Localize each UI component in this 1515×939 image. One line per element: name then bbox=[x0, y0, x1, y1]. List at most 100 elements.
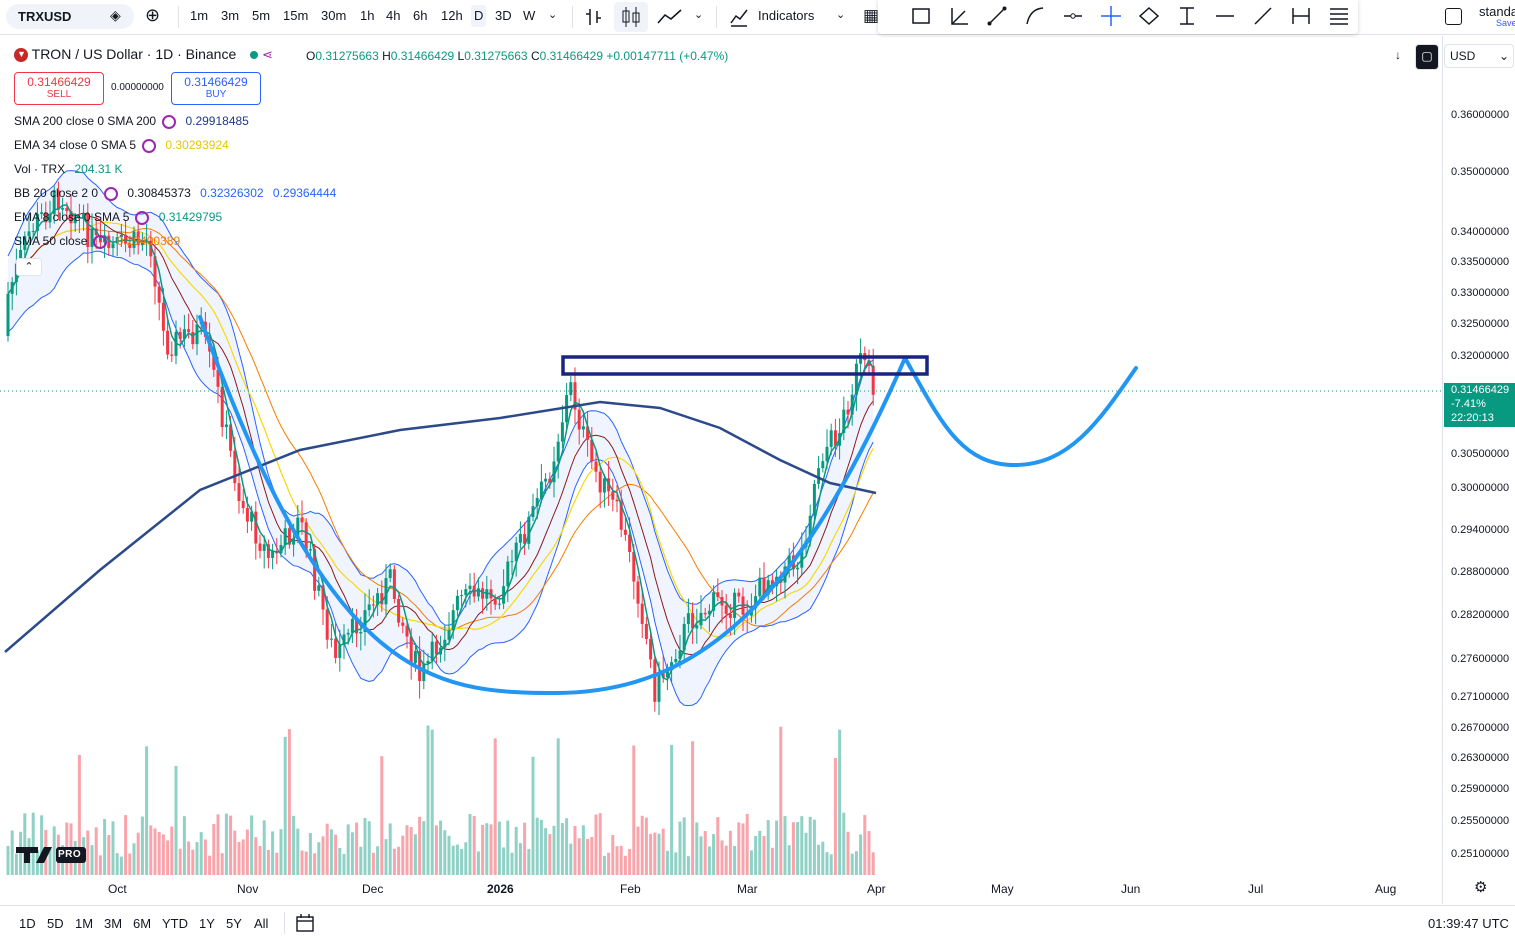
range-3m[interactable]: 3M bbox=[104, 916, 123, 931]
candle-body bbox=[107, 235, 111, 249]
chart-pane[interactable] bbox=[0, 36, 1442, 904]
candle-body bbox=[161, 302, 165, 331]
volume-bar bbox=[577, 838, 581, 875]
indicators-button[interactable]: Indicators bbox=[758, 8, 815, 23]
timeframe-1m[interactable]: 1m bbox=[190, 8, 209, 23]
add-symbol-icon[interactable]: ⊕ bbox=[145, 5, 161, 25]
volume-bar bbox=[350, 832, 354, 875]
candle-body bbox=[854, 363, 858, 395]
auto-scale-icon[interactable]: ▢ bbox=[1415, 44, 1439, 70]
timeframe-5m[interactable]: 5m bbox=[252, 8, 271, 23]
timeframe-4h[interactable]: 4h bbox=[386, 8, 401, 23]
layout-checkbox-icon[interactable] bbox=[1445, 8, 1462, 25]
volume-bar bbox=[775, 820, 779, 875]
volume-bar bbox=[86, 830, 90, 875]
volume-bar bbox=[573, 825, 577, 875]
sma-50-line bbox=[7, 227, 874, 632]
trend-line-tool-icon[interactable] bbox=[986, 5, 1008, 27]
candle-body bbox=[506, 561, 510, 587]
volume-bar bbox=[166, 840, 170, 875]
ellipse-tool-icon[interactable] bbox=[1138, 5, 1160, 27]
range-all[interactable]: All bbox=[254, 916, 269, 931]
candle-body bbox=[678, 650, 682, 660]
alert-diamond-icon[interactable]: ◈ bbox=[110, 7, 121, 23]
timeframe-3m[interactable]: 3m bbox=[221, 8, 240, 23]
range-1y[interactable]: 1Y bbox=[199, 916, 215, 931]
horizontal-line-tool-icon[interactable] bbox=[1214, 5, 1236, 27]
indicator-bollinger[interactable]: BB 20 close 2 0 0.30845373 0.32326302 0.… bbox=[14, 186, 337, 201]
range-6m[interactable]: 6M bbox=[133, 916, 152, 931]
volume-bar bbox=[245, 829, 249, 875]
range-ytd[interactable]: YTD bbox=[162, 916, 188, 931]
timeframe-6h[interactable]: 6h bbox=[413, 8, 428, 23]
ray-tool-icon[interactable] bbox=[1252, 5, 1274, 27]
menu-lines-icon[interactable] bbox=[1328, 5, 1350, 27]
timeframe-15m[interactable]: 15m bbox=[283, 8, 309, 23]
timeframe-30m[interactable]: 30m bbox=[321, 8, 347, 23]
crosshair-tool-icon[interactable] bbox=[1100, 5, 1122, 27]
collapse-legend-chevron-icon[interactable]: ⌃ bbox=[16, 258, 42, 276]
vertical-measure-tool-icon[interactable] bbox=[1176, 5, 1198, 27]
horizontal-ray-tool-icon[interactable] bbox=[1062, 5, 1084, 27]
price-axis[interactable] bbox=[1442, 36, 1515, 904]
timeframe-w[interactable]: W bbox=[523, 8, 536, 23]
range-5d[interactable]: 5D bbox=[47, 916, 64, 931]
rectangle-tool-icon[interactable] bbox=[910, 5, 932, 27]
volume-bar bbox=[94, 827, 98, 875]
date-range-tool-icon[interactable] bbox=[1290, 5, 1312, 27]
indicators-chevron-icon[interactable]: ⌄ bbox=[836, 9, 846, 21]
utc-clock[interactable]: 01:39:47 UTC bbox=[1428, 916, 1509, 931]
candle-body bbox=[397, 598, 401, 623]
settings-gear-icon[interactable]: ⚙ bbox=[1474, 879, 1488, 896]
range-5y[interactable]: 5Y bbox=[226, 916, 242, 931]
indicator-sma50[interactable]: SMA 50 close 0.29400389 bbox=[14, 234, 181, 249]
volume-bar bbox=[565, 818, 569, 875]
chart-type-chevron-icon[interactable]: ⌄ bbox=[694, 9, 704, 21]
timeframe-chevron-icon[interactable]: ⌄ bbox=[548, 9, 558, 21]
timeframe-d[interactable]: D bbox=[471, 5, 487, 27]
layout-name[interactable]: standa bbox=[1479, 4, 1515, 19]
refresh-icon[interactable] bbox=[142, 138, 157, 153]
curve-tool-icon[interactable] bbox=[1024, 5, 1046, 27]
cup-pattern-curve[interactable] bbox=[198, 315, 907, 696]
indicator-sma200[interactable]: SMA 200 close 0 SMA 200 0.29918485 bbox=[14, 114, 249, 129]
save-status[interactable]: Save bbox=[1496, 18, 1515, 28]
time-axis[interactable] bbox=[0, 876, 1442, 904]
symbol-title[interactable]: TRON / US Dollar · 1D · Binance bbox=[31, 46, 237, 62]
candle-body bbox=[636, 581, 640, 604]
high-value: 0.31466429 bbox=[390, 49, 455, 63]
date-label: Feb bbox=[620, 882, 641, 896]
volume-bar bbox=[489, 824, 493, 875]
timeframe-12h[interactable]: 12h bbox=[441, 8, 463, 23]
currency-select[interactable]: USD ⌄ bbox=[1444, 44, 1514, 68]
indicators-icon[interactable] bbox=[728, 6, 750, 28]
scroll-down-arrow-icon[interactable]: ↓ bbox=[1388, 44, 1408, 68]
bar-replay-icon[interactable] bbox=[584, 6, 604, 28]
refresh-icon[interactable] bbox=[135, 210, 150, 225]
handle-projection-curve[interactable] bbox=[903, 356, 1138, 468]
drawing-toolbar bbox=[878, 0, 1358, 34]
volume-bar bbox=[317, 842, 321, 875]
buy-button[interactable]: 0.31466429 BUY bbox=[171, 72, 261, 105]
indicator-ema8[interactable]: EMA 8 close 0 SMA 5 0.31429795 bbox=[14, 210, 223, 225]
layout-grid-icon[interactable]: ▦ bbox=[863, 6, 880, 25]
angle-tool-icon[interactable] bbox=[948, 5, 970, 27]
refresh-icon[interactable] bbox=[93, 234, 108, 249]
timeframe-1h[interactable]: 1h bbox=[360, 8, 375, 23]
line-chart-type-icon[interactable] bbox=[656, 6, 684, 28]
share-icon[interactable]: ⋖ bbox=[262, 47, 273, 63]
resistance-rectangle[interactable] bbox=[561, 355, 929, 376]
candle-body bbox=[23, 236, 27, 250]
refresh-icon[interactable] bbox=[104, 186, 119, 201]
range-1m[interactable]: 1M bbox=[75, 916, 94, 931]
sell-button[interactable]: 0.31466429 SELL bbox=[14, 72, 104, 105]
candles-chart-type-button[interactable] bbox=[614, 2, 648, 32]
indicator-volume[interactable]: Vol · TRX 204.31 K bbox=[14, 162, 123, 176]
calendar-goto-icon[interactable] bbox=[295, 913, 315, 933]
range-1d[interactable]: 1D bbox=[19, 916, 36, 931]
timeframe-3d[interactable]: 3D bbox=[495, 8, 512, 23]
indicator-ema34[interactable]: EMA 34 close 0 SMA 5 0.30293924 bbox=[14, 138, 229, 153]
refresh-icon[interactable] bbox=[162, 114, 177, 129]
symbol-search[interactable]: TRXUSD ◈ bbox=[6, 4, 134, 29]
candle-body bbox=[86, 213, 90, 247]
